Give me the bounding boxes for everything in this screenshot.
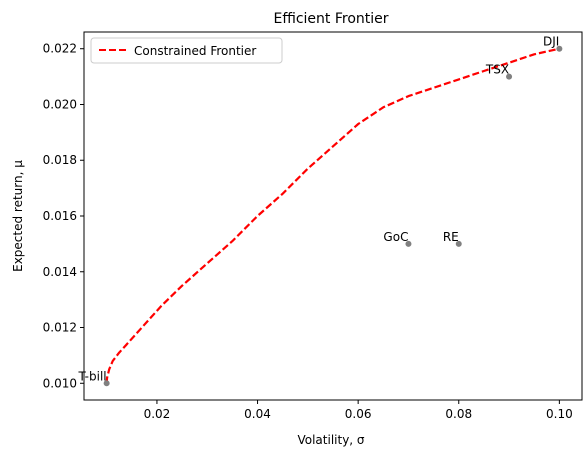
x-axis-label: Volatility, σ	[297, 433, 364, 447]
asset-label-goc: GoC	[383, 230, 408, 244]
y-tick-label: 0.010	[43, 376, 77, 390]
y-axis-label: Expected return, μ	[11, 160, 25, 272]
asset-label-dji: DJI	[543, 35, 559, 49]
points-layer: T-bill GoC RE TSX DJI	[77, 35, 563, 387]
y-tick-label: 0.014	[43, 265, 77, 279]
asset-point-tsx	[506, 73, 513, 80]
asset-label-t-bill: T-bill	[77, 369, 106, 383]
asset-point-dji	[556, 45, 563, 52]
x-tick-label: 0.10	[546, 407, 573, 421]
asset-point-t-bill	[103, 380, 110, 387]
x-tick-label: 0.08	[445, 407, 472, 421]
y-tick-label: 0.016	[43, 209, 77, 223]
asset-label-tsx: TSX	[485, 63, 509, 77]
x-tick-label: 0.04	[244, 407, 271, 421]
y-tick-label: 0.018	[43, 153, 77, 167]
x-tick-label: 0.06	[345, 407, 372, 421]
asset-label-re: RE	[443, 230, 459, 244]
plot-area: T-bill GoC RE TSX DJI	[77, 31, 583, 401]
frontier-line-0	[105, 47, 560, 384]
y-tick-label: 0.020	[43, 97, 77, 111]
chart-title: Efficient Frontier	[273, 11, 388, 27]
y-tick-label: 0.022	[43, 42, 77, 56]
legend-box	[90, 37, 283, 64]
legend-label: Constrained Frontier	[134, 44, 256, 58]
x-axis-ticks: 0.02 0.04 0.06 0.08 0.10	[144, 400, 573, 421]
y-tick-label: 0.012	[43, 321, 77, 335]
x-tick-label: 0.02	[144, 407, 171, 421]
frontier-layer	[105, 47, 560, 384]
legend: Constrained Frontier	[90, 37, 283, 64]
y-axis-ticks: 0.010 0.012 0.014 0.016 0.018 0.020 0.022	[43, 42, 84, 390]
asset-point-re	[455, 240, 462, 247]
asset-point-goc	[405, 240, 412, 247]
